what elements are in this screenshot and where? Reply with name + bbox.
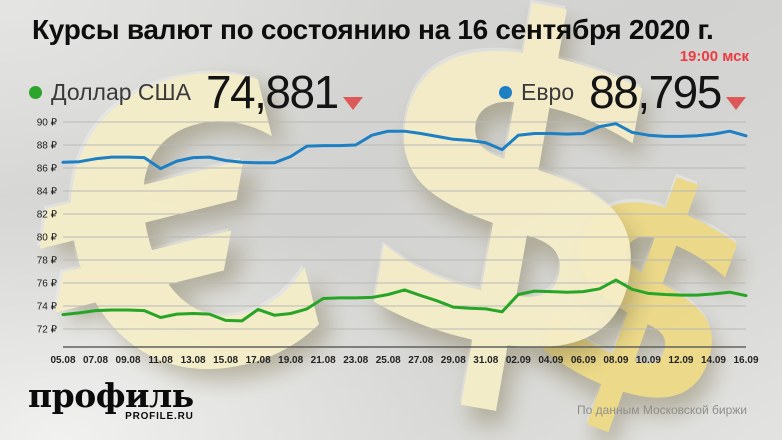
svg-text:02.09: 02.09 xyxy=(506,355,531,366)
svg-text:19.08: 19.08 xyxy=(278,355,303,366)
svg-text:09.08: 09.08 xyxy=(116,355,141,366)
usd-value: 74,881 xyxy=(205,66,339,118)
svg-text:11.08: 11.08 xyxy=(148,355,173,366)
svg-text:84 ₽: 84 ₽ xyxy=(37,187,58,198)
svg-text:14.09: 14.09 xyxy=(701,355,726,366)
svg-text:17.08: 17.08 xyxy=(246,355,271,366)
svg-text:90 ₽: 90 ₽ xyxy=(37,118,58,129)
svg-text:16.09: 16.09 xyxy=(733,355,758,366)
svg-text:10.09: 10.09 xyxy=(636,355,661,366)
svg-text:25.08: 25.08 xyxy=(376,355,401,366)
svg-text:31.08: 31.08 xyxy=(473,355,498,366)
profile-logo-url: PROFILE.RU xyxy=(125,411,194,422)
svg-text:74 ₽: 74 ₽ xyxy=(37,302,58,313)
rates-line-chart: 90 ₽ 88 ₽ 86 ₽ 84 ₽ 82 ₽ 80 ₽ 78 ₽ 76 ₽ 74 ₽ 72 ₽… xyxy=(37,118,759,367)
data-source-note: По данным Московской биржи xyxy=(577,403,747,417)
eur-trend-down-icon xyxy=(725,97,746,110)
svg-text:08.09: 08.09 xyxy=(603,355,628,366)
svg-text:27.08: 27.08 xyxy=(408,355,433,366)
svg-text:72 ₽: 72 ₽ xyxy=(37,325,58,336)
eur-label: Евро xyxy=(521,78,575,105)
legend-eur: Евро 88,795 xyxy=(499,67,746,117)
svg-text:86 ₽: 86 ₽ xyxy=(37,164,58,175)
svg-text:13.08: 13.08 xyxy=(181,355,206,366)
svg-text:21.08: 21.08 xyxy=(311,355,336,366)
svg-text:15.08: 15.08 xyxy=(213,355,238,366)
svg-text:04.09: 04.09 xyxy=(538,355,563,366)
usd-series-dot-icon xyxy=(29,85,42,99)
svg-text:88 ₽: 88 ₽ xyxy=(37,141,58,152)
svg-text:82 ₽: 82 ₽ xyxy=(37,210,58,221)
profile-logo-text: профиль xyxy=(28,376,194,415)
svg-text:80 ₽: 80 ₽ xyxy=(37,233,58,244)
svg-text:07.08: 07.08 xyxy=(83,355,108,366)
legend-usd: Доллар США 74,881 xyxy=(29,67,363,117)
svg-text:78 ₽: 78 ₽ xyxy=(37,256,58,267)
svg-text:29.08: 29.08 xyxy=(441,355,466,366)
eur-series-dot-icon xyxy=(499,85,512,99)
svg-text:76 ₽: 76 ₽ xyxy=(37,279,58,290)
svg-text:23.08: 23.08 xyxy=(343,355,368,366)
usd-label: Доллар США xyxy=(51,78,191,105)
profile-logo: профиль PROFILE.RU xyxy=(28,379,194,422)
timestamp-label: 19:00 мск xyxy=(679,48,749,65)
eur-value: 88,795 xyxy=(589,66,722,118)
svg-text:12.09: 12.09 xyxy=(668,355,693,366)
usd-trend-down-icon xyxy=(342,97,363,110)
svg-text:06.09: 06.09 xyxy=(571,355,596,366)
page-title: Курсы валют по состоянию на 16 сентября … xyxy=(32,14,714,45)
svg-text:05.08: 05.08 xyxy=(50,355,75,366)
